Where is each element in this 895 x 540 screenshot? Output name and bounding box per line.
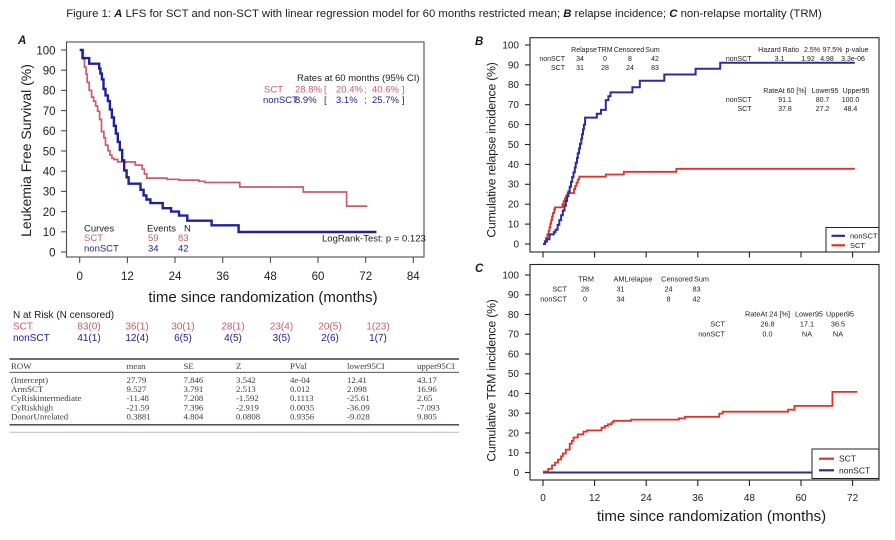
svg-text:40: 40 xyxy=(508,160,520,171)
svg-text:nonSCT8.9%[3.1%;25.7%]: nonSCT8.9%[3.1%; 25.7%] xyxy=(263,95,405,106)
svg-text:48: 48 xyxy=(264,271,277,283)
svg-text:20: 20 xyxy=(508,428,520,439)
svg-text:time since randomization (mont: time since randomization (months) xyxy=(148,289,377,306)
svg-text:20: 20 xyxy=(43,207,56,219)
svg-text:24: 24 xyxy=(169,271,182,283)
svg-text:60: 60 xyxy=(508,349,520,360)
svg-text:0: 0 xyxy=(540,493,546,504)
svg-text:90: 90 xyxy=(508,290,520,301)
svg-text:N at Risk (N censored): N at Risk (N censored) xyxy=(13,310,114,321)
svg-text:80: 80 xyxy=(508,80,520,91)
svg-text:36: 36 xyxy=(692,493,704,504)
svg-text:40: 40 xyxy=(43,167,56,179)
svg-text:72: 72 xyxy=(847,493,859,504)
svg-text:100: 100 xyxy=(36,45,55,57)
svg-text:nonSCT: nonSCT xyxy=(839,465,870,475)
svg-text:A: A xyxy=(17,35,26,47)
svg-text:10: 10 xyxy=(508,448,520,459)
svg-text:36: 36 xyxy=(216,271,229,283)
svg-text:0: 0 xyxy=(76,271,82,283)
svg-text:20: 20 xyxy=(508,200,520,211)
svg-text:50: 50 xyxy=(508,369,520,380)
svg-text:SCT: SCT xyxy=(839,454,856,464)
svg-text:70: 70 xyxy=(508,330,520,341)
svg-text:80: 80 xyxy=(508,310,520,321)
svg-text:24: 24 xyxy=(641,493,653,504)
svg-text:0: 0 xyxy=(513,239,519,250)
svg-text:0: 0 xyxy=(49,247,55,259)
svg-text:12: 12 xyxy=(121,271,134,283)
svg-text:Leukemia Free Survival (%): Leukemia Free Survival (%) xyxy=(18,64,34,237)
svg-text:0: 0 xyxy=(513,468,519,479)
svg-text:30: 30 xyxy=(508,409,520,420)
svg-text:100: 100 xyxy=(502,270,519,281)
svg-text:40: 40 xyxy=(508,389,520,400)
svg-text:70: 70 xyxy=(508,100,520,111)
svg-text:LogRank-Test: p = 0.123: LogRank-Test: p = 0.123 xyxy=(322,233,426,244)
svg-text:60: 60 xyxy=(312,271,325,283)
svg-text:70: 70 xyxy=(43,106,56,118)
svg-text:10: 10 xyxy=(43,227,56,239)
svg-text:30: 30 xyxy=(43,187,56,199)
svg-text:B: B xyxy=(475,36,483,48)
svg-text:30: 30 xyxy=(508,180,520,191)
svg-text:CyRiskintermediate-11.487.208-: CyRiskintermediate -11.48 7.208 -1.592 0.111… xyxy=(11,393,433,403)
svg-text:12: 12 xyxy=(589,493,601,504)
svg-text:60: 60 xyxy=(795,493,807,504)
svg-text:Cumulative TRM incidence (%): Cumulative TRM incidence (%) xyxy=(485,299,499,461)
svg-text:50: 50 xyxy=(43,146,56,158)
svg-text:C: C xyxy=(475,263,484,275)
svg-text:90: 90 xyxy=(43,66,56,78)
svg-text:50: 50 xyxy=(508,140,520,151)
svg-text:72: 72 xyxy=(359,271,372,283)
svg-text:Rates at 60 months (95% CI): Rates at 60 months (95% CI) xyxy=(297,73,420,84)
svg-text:10: 10 xyxy=(508,220,520,231)
svg-text:84: 84 xyxy=(407,271,420,283)
svg-text:Figure 1: A LFS for SCT and no: Figure 1: A LFS for SCT and non-SCT with… xyxy=(66,8,822,20)
svg-text:time since randomization (mont: time since randomization (months) xyxy=(597,508,826,525)
svg-text:SCT: SCT xyxy=(850,241,865,250)
svg-text:80: 80 xyxy=(43,86,56,98)
svg-text:90: 90 xyxy=(508,60,520,71)
svg-text:60: 60 xyxy=(43,126,56,138)
svg-text:48: 48 xyxy=(744,493,756,504)
svg-text:nonSCT: nonSCT xyxy=(850,232,878,241)
svg-text:100: 100 xyxy=(502,40,519,51)
svg-text:RelapseTRMCensoredSum: RelapseTRMCensoredSum xyxy=(571,47,660,54)
svg-text:Cumulative relapse incidence (: Cumulative relapse incidence (%) xyxy=(485,62,499,237)
svg-text:60: 60 xyxy=(508,120,520,131)
